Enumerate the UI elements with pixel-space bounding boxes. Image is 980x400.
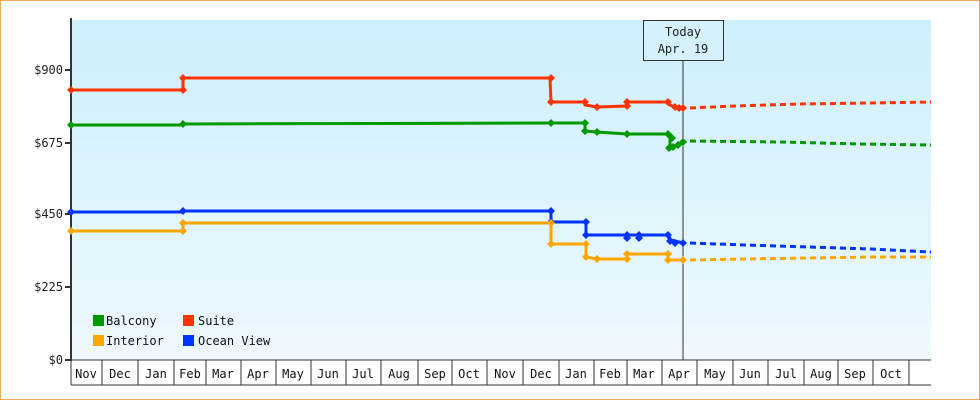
- legend-item-ocean-view[interactable]: Ocean View: [183, 334, 271, 348]
- month-label: May: [704, 367, 726, 381]
- y-label-900: $900: [34, 63, 63, 77]
- series-ocean-view: [67, 207, 932, 254]
- month-label: Aug: [810, 367, 832, 381]
- series-suite: [67, 74, 932, 112]
- month-label: Jun: [317, 367, 339, 381]
- legend-item-suite[interactable]: Suite: [183, 314, 234, 328]
- month-label: Nov: [75, 367, 97, 381]
- month-label: Jun: [739, 367, 761, 381]
- month-label: Aug: [388, 367, 410, 381]
- month-label: Jul: [352, 367, 374, 381]
- month-label: Mar: [633, 367, 655, 381]
- month-label: Mar: [212, 367, 234, 381]
- month-label: Dec: [109, 367, 131, 381]
- month-label: Jul: [775, 367, 797, 381]
- month-label: Sep: [424, 367, 446, 381]
- legend-swatch-interior: [93, 335, 104, 346]
- today-date: Apr. 19: [658, 42, 709, 56]
- y-label-450: $450: [34, 207, 63, 221]
- month-label: Apr: [668, 367, 690, 381]
- legend-label: Interior: [106, 334, 164, 348]
- legend-item-balcony[interactable]: Balcony: [93, 314, 157, 328]
- y-axis-ticks: $900 $675 $450 $225 $0: [34, 63, 71, 367]
- month-label: Jan: [145, 367, 167, 381]
- y-label-0: $0: [49, 353, 63, 367]
- month-label: Oct: [458, 367, 480, 381]
- month-label: Apr: [247, 367, 269, 381]
- month-label: Jan: [565, 367, 587, 381]
- legend-swatch-suite: [183, 315, 194, 326]
- y-label-675: $675: [34, 136, 63, 150]
- legend-label: Ocean View: [198, 334, 271, 348]
- plot-area: [71, 20, 931, 360]
- legend: Balcony Suite Interior Ocean View: [93, 314, 271, 348]
- y-label-225: $225: [34, 280, 63, 294]
- month-label: Feb: [179, 367, 201, 381]
- legend-label: Suite: [198, 314, 234, 328]
- legend-item-interior[interactable]: Interior: [93, 334, 164, 348]
- legend-swatch-ocean-view: [183, 335, 194, 346]
- month-label: Nov: [494, 367, 516, 381]
- month-label: Feb: [599, 367, 621, 381]
- series-balcony: [67, 119, 932, 152]
- series-interior: [67, 219, 931, 264]
- month-label: Oct: [880, 367, 902, 381]
- today-label: Today: [665, 25, 701, 39]
- legend-label: Balcony: [106, 314, 157, 328]
- month-label: May: [282, 367, 304, 381]
- legend-swatch-balcony: [93, 315, 104, 326]
- today-marker: Today Apr. 19: [643, 20, 724, 360]
- month-label: Dec: [530, 367, 552, 381]
- month-label: Sep: [844, 367, 866, 381]
- month-axis: Nov Dec Jan Feb Mar Apr May Jun Jul Aug …: [70, 360, 931, 386]
